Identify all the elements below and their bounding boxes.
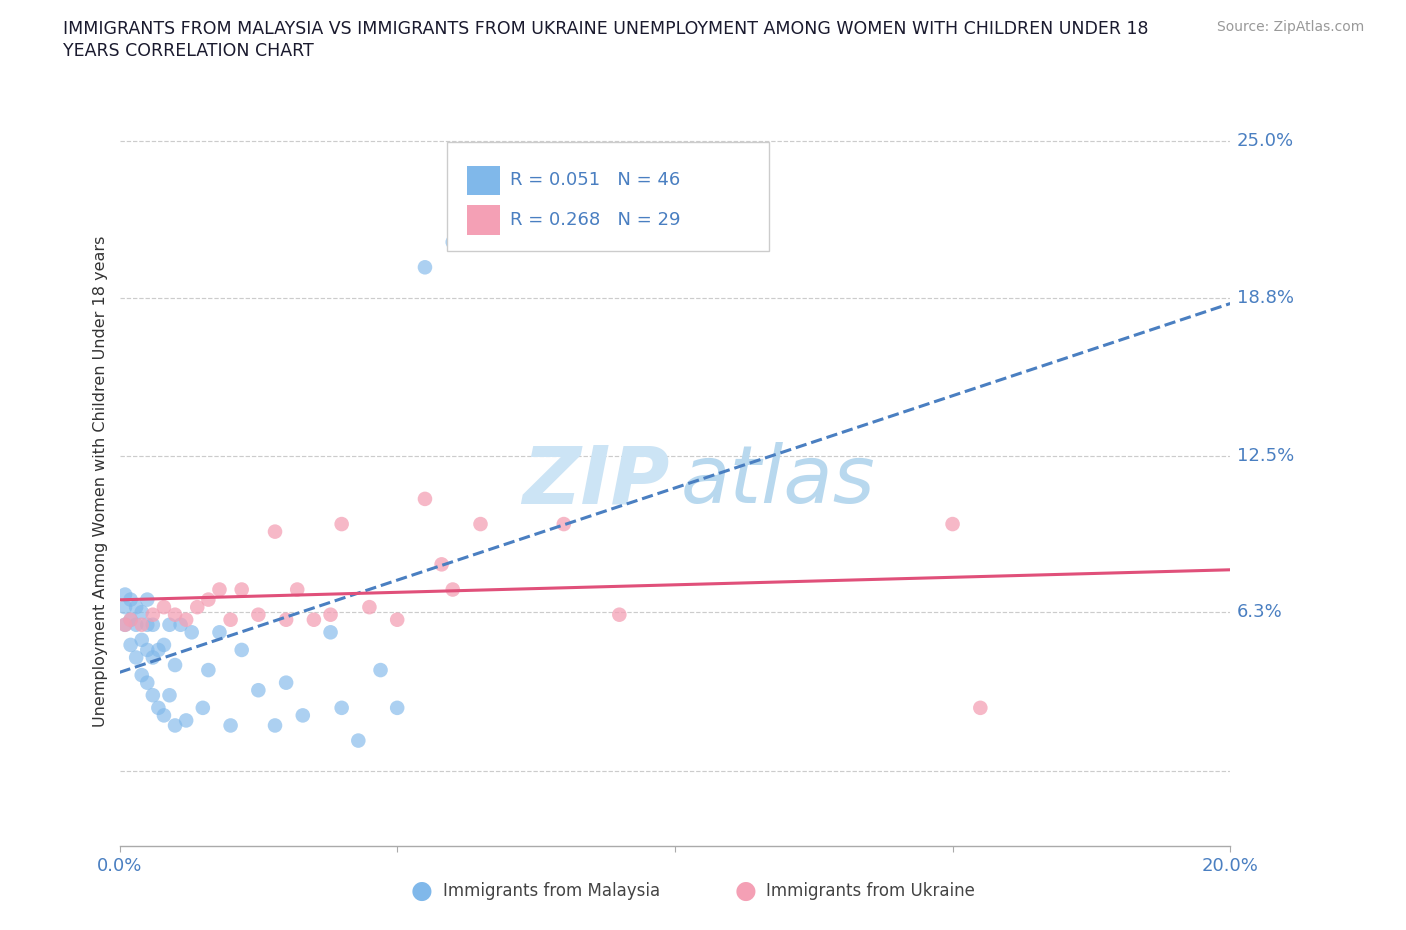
Point [136,675,159,690]
Point [163,607,186,622]
Point [169,618,191,632]
Point [120,637,142,652]
Point [125,600,148,615]
FancyBboxPatch shape [447,141,769,251]
Point [153,708,176,723]
Point [319,607,342,622]
Point [347,733,370,748]
Point [114,618,136,632]
Point [607,607,630,622]
Point [231,582,253,597]
Text: YEARS CORRELATION CHART: YEARS CORRELATION CHART [63,42,314,60]
Text: R = 0.268   N = 29: R = 0.268 N = 29 [510,211,681,229]
Point [125,618,148,632]
Point [430,557,453,572]
Point [191,700,214,715]
Point [264,525,287,539]
Point [291,708,314,723]
Text: R = 0.051   N = 46: R = 0.051 N = 46 [510,171,681,190]
Text: ●: ● [411,879,433,903]
Point [385,612,409,627]
Text: 25.0%: 25.0% [1237,132,1294,151]
Text: atlas: atlas [681,443,875,520]
Text: 6.3%: 6.3% [1237,604,1282,621]
Point [180,625,202,640]
Point [247,683,270,698]
Point [370,663,392,678]
Point [441,582,464,597]
Point [413,491,436,506]
Point [197,663,219,678]
Point [285,582,308,597]
Point [131,618,153,632]
Text: 18.8%: 18.8% [1237,288,1294,307]
Text: IMMIGRANTS FROM MALAYSIA VS IMMIGRANTS FROM UKRAINE UNEMPLOYMENT AMONG WOMEN WIT: IMMIGRANTS FROM MALAYSIA VS IMMIGRANTS F… [63,20,1149,38]
Point [274,612,298,627]
Point [231,643,253,658]
Text: Immigrants from Ukraine: Immigrants from Ukraine [766,882,976,900]
Point [153,600,176,615]
Text: 12.5%: 12.5% [1237,447,1294,465]
Point [153,637,176,652]
Point [174,612,197,627]
Point [302,612,325,627]
Point [120,612,142,627]
Point [159,688,181,703]
Point [208,582,231,597]
Point [174,713,197,728]
Point [114,600,136,615]
Point [148,700,170,715]
Point [385,700,409,715]
Point [470,517,492,532]
Point [136,618,159,632]
Point [142,688,165,703]
Text: ●: ● [734,879,756,903]
Point [148,643,170,658]
Point [319,625,342,640]
Point [197,592,219,607]
Text: Source: ZipAtlas.com: Source: ZipAtlas.com [1216,20,1364,34]
Point [142,618,165,632]
Point [131,632,153,647]
Point [114,618,136,632]
Point [159,618,181,632]
Point [553,517,575,532]
Point [274,675,298,690]
Point [330,700,353,715]
Point [219,612,242,627]
Point [120,592,142,607]
Point [136,643,159,658]
Point [136,592,159,607]
Point [163,658,186,672]
Point [142,607,165,622]
Point [125,650,148,665]
Point [247,607,270,622]
Point [131,604,153,619]
Point [942,517,965,532]
Point [441,234,464,249]
FancyBboxPatch shape [467,206,501,234]
Point [114,587,136,602]
Point [131,668,153,683]
Text: ZIP: ZIP [522,443,669,520]
Point [142,650,165,665]
Point [413,259,436,274]
Point [186,600,208,615]
Point [163,718,186,733]
Point [969,700,991,715]
Point [219,718,242,733]
FancyBboxPatch shape [467,166,501,195]
Point [208,625,231,640]
Point [359,600,381,615]
Y-axis label: Unemployment Among Women with Children Under 18 years: Unemployment Among Women with Children U… [93,235,108,727]
Point [120,612,142,627]
Point [264,718,287,733]
Text: Immigrants from Malaysia: Immigrants from Malaysia [443,882,659,900]
Point [330,517,353,532]
